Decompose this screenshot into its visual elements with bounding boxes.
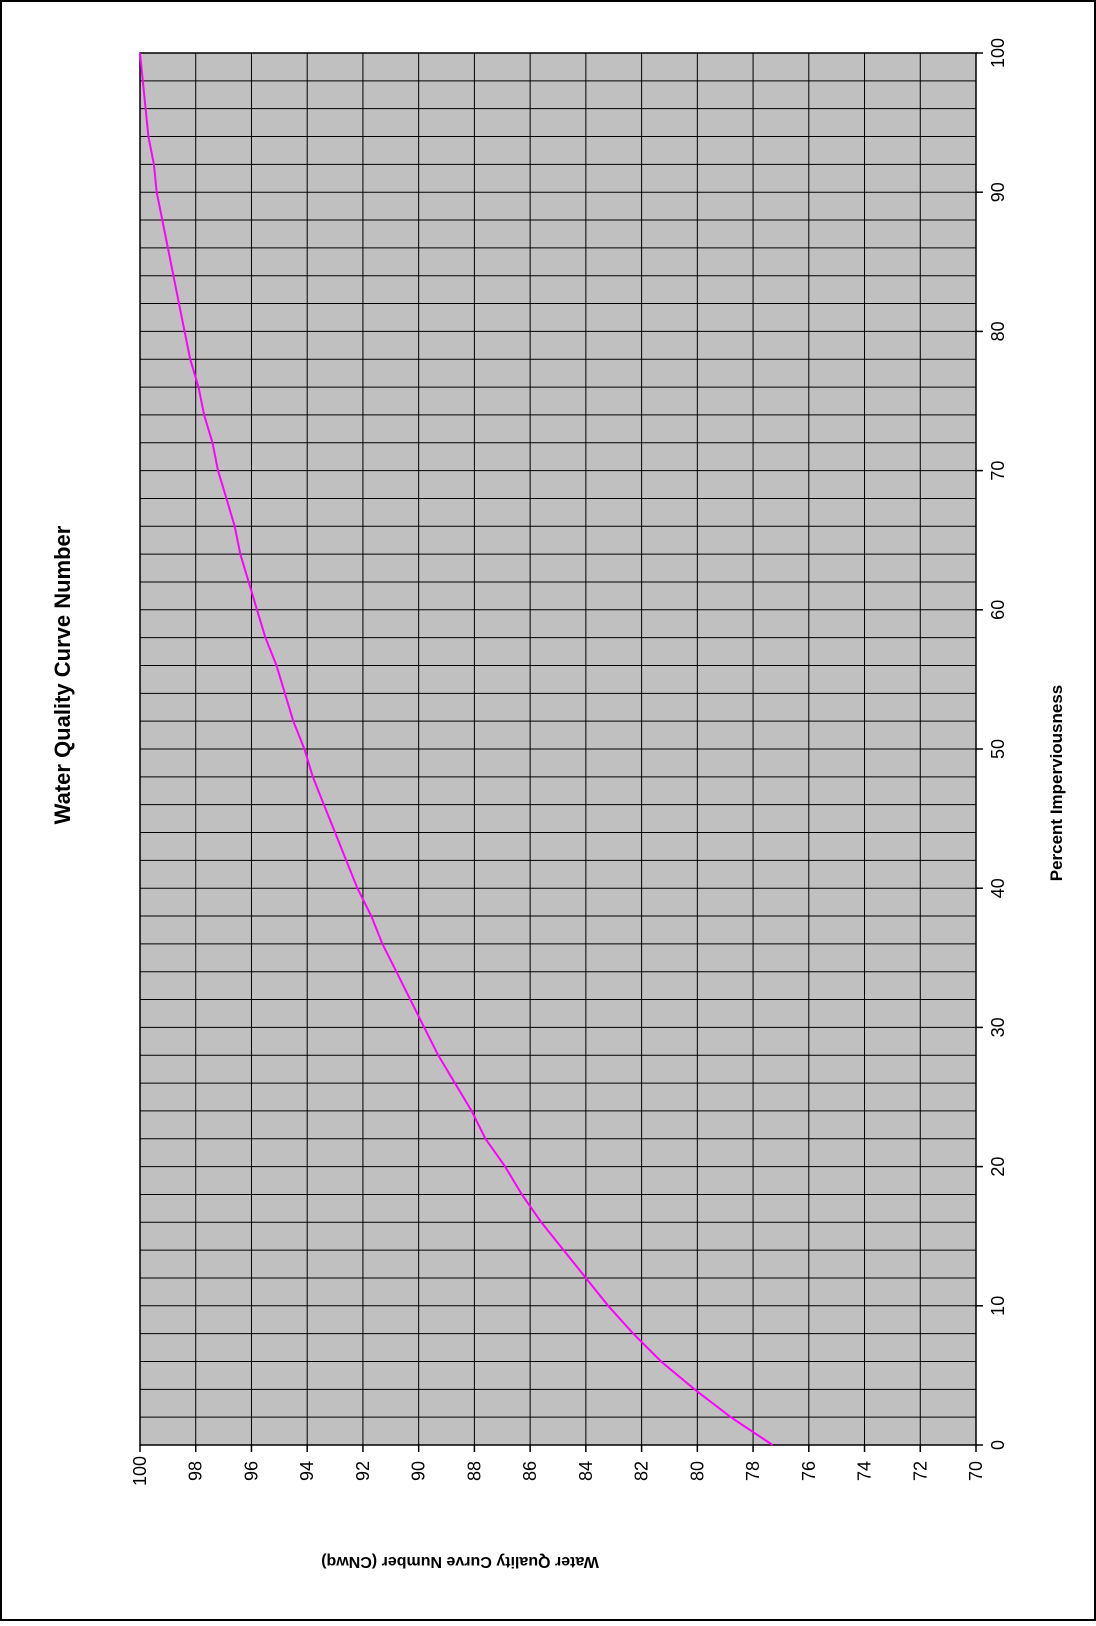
y-tick-label: 90 [409, 1461, 429, 1481]
x-tick-label: 10 [988, 1296, 1008, 1316]
y-tick-label: 92 [353, 1461, 373, 1481]
y-tick-label: 82 [632, 1461, 652, 1481]
y-tick-label: 94 [297, 1461, 317, 1481]
y-tick-label: 78 [743, 1461, 763, 1481]
y-tick-label: 74 [855, 1461, 875, 1481]
x-axis-label: Percent Imperviousness [1047, 685, 1066, 882]
y-tick-label: 100 [130, 1456, 150, 1486]
x-tick-label: 40 [988, 878, 1008, 898]
y-tick-label: 70 [966, 1461, 986, 1481]
y-tick-label: 76 [799, 1461, 819, 1481]
series-line [139, 52, 774, 1446]
y-tick-label: 98 [186, 1461, 206, 1481]
y-tick-label: 80 [687, 1461, 707, 1481]
x-tick-label: 100 [988, 38, 1008, 68]
x-tick-label: 20 [988, 1157, 1008, 1177]
plot-layer: 0 10 20 30 40 50 60 70 80 90 100 70 72 74 76 78 80 82 84 86… [130, 38, 1008, 1486]
x-tick-label: 0 [988, 1440, 1008, 1450]
x-tick-label: 50 [988, 739, 1008, 759]
x-tick-label: 90 [988, 182, 1008, 202]
y-tick-label: 84 [576, 1461, 596, 1481]
y-axis-label: Water Quality Curve Number (CNwq) [321, 1553, 599, 1570]
chart-title: Water Quality Curve Number [50, 525, 75, 824]
x-tick-label: 30 [988, 1017, 1008, 1037]
y-tick-label: 88 [464, 1461, 484, 1481]
x-tick-label: 60 [988, 600, 1008, 620]
x-tick-label: 70 [988, 461, 1008, 481]
y-tick-label: 72 [910, 1461, 930, 1481]
x-tick-label: 80 [988, 321, 1008, 341]
y-tick-label: 86 [520, 1461, 540, 1481]
y-tick-label: 96 [241, 1461, 261, 1481]
